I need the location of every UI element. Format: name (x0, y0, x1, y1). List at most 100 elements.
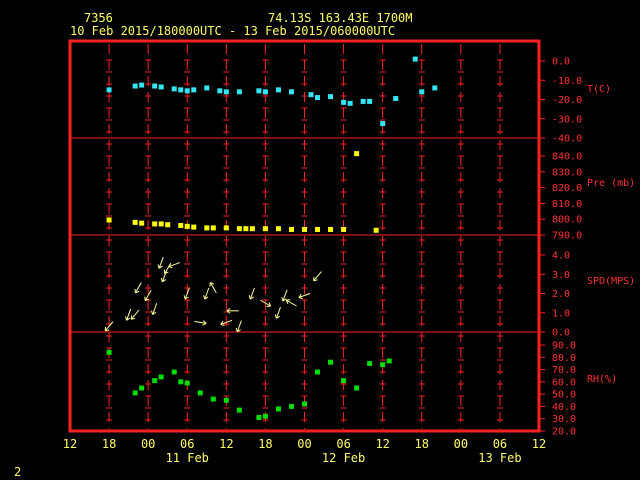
temperature-point (315, 95, 321, 101)
temperature-point (360, 98, 366, 104)
wind-arrow (259, 299, 272, 308)
plot-frame (68, 39, 541, 433)
rh-point (302, 401, 307, 407)
rh-point (184, 380, 190, 386)
x-tick-label: 00 (454, 437, 468, 451)
wind-arrow (194, 320, 207, 326)
rh-point (178, 379, 184, 385)
pressure-point (341, 226, 347, 232)
pressure-point (249, 226, 255, 232)
grid (70, 44, 539, 429)
x-tick-label: 18 (415, 437, 429, 451)
y-tick-label: 50.0 (552, 390, 576, 401)
y-tick-label: 40.0 (552, 402, 576, 413)
wind-arrow (104, 321, 114, 332)
pressure-point (210, 225, 216, 231)
y-tick-label: 0.0 (552, 328, 570, 339)
wind-arrow (203, 287, 210, 300)
y-tick-label: 3.0 (552, 270, 570, 281)
y-tick-label: -20.0 (552, 95, 582, 106)
rh-point (288, 403, 294, 409)
wind-arrow (151, 303, 158, 315)
temperature-point (393, 96, 399, 102)
station-coords: 74.13S 163.43E 1700M (268, 11, 413, 25)
pressure-point (165, 222, 171, 228)
rh-point (386, 358, 392, 364)
pressure-point (315, 226, 321, 232)
wind-arrow (157, 256, 164, 269)
pressure-point (178, 223, 184, 229)
y-tick-label: 80.0 (552, 353, 576, 364)
y-tick-label: 830.0 (552, 167, 582, 178)
rh-point (106, 349, 112, 355)
y-tick-label: 4.0 (552, 251, 570, 262)
wind-arrow (235, 320, 242, 333)
pressure-point (158, 221, 164, 227)
x-tick-label: 18 (102, 437, 116, 451)
x-tick-label: 12 (219, 437, 233, 451)
temperature-point (152, 83, 158, 89)
y-tick-label: 70.0 (552, 365, 576, 376)
pressure-point (132, 219, 138, 225)
y-tick-label: -40.0 (552, 134, 582, 145)
temperature-point (275, 87, 281, 93)
rh-point (132, 390, 138, 396)
temperature-point (328, 94, 334, 100)
pressure-point (204, 225, 210, 231)
temperature-point (178, 87, 184, 93)
y-tick-label: 1.0 (552, 308, 570, 319)
rh-point (197, 390, 203, 396)
pressure-point (223, 225, 229, 231)
rh-point (152, 378, 158, 384)
x-tick-label: 06 (336, 437, 350, 451)
temperature-point (308, 92, 314, 98)
wind-arrow (130, 309, 140, 320)
pressure-point (243, 226, 249, 232)
temperature-point (191, 87, 197, 93)
y-tick-label: 90.0 (552, 341, 576, 352)
temperature-point (132, 83, 138, 89)
day-label: 13 Feb (478, 451, 521, 465)
pressure-point (236, 226, 242, 232)
temperature-point (158, 84, 164, 90)
temperature-point (139, 82, 145, 88)
rh-point (354, 385, 360, 391)
temperature-point (236, 89, 242, 95)
pressure-point (106, 217, 112, 223)
y-tick-label: 840.0 (552, 152, 582, 163)
panel-label: T(C) (587, 84, 611, 95)
pressure-point (288, 226, 294, 232)
rh-point (210, 396, 216, 402)
y-tick-label: -10.0 (552, 76, 582, 87)
pressure-point (191, 224, 197, 230)
rh-point (256, 414, 262, 420)
rh-point (262, 413, 268, 419)
wind-arrow (281, 289, 288, 302)
pressure-point (328, 226, 334, 232)
panel-label: Pre (mb) (587, 178, 635, 189)
rh-point (341, 378, 347, 384)
rh-point (158, 374, 164, 380)
wind-arrow (209, 282, 217, 294)
x-tick-label: 00 (297, 437, 311, 451)
rh-point (275, 406, 281, 412)
x-tick-label: 06 (493, 437, 507, 451)
wind-arrow (248, 287, 255, 300)
rh-point (139, 385, 145, 391)
temperature-point (432, 85, 438, 91)
wind-arrow (183, 287, 190, 300)
y-tick-label: 60.0 (552, 377, 576, 388)
y-tick-label: 800.0 (552, 215, 582, 226)
temperature-point (262, 89, 268, 95)
rh-point (367, 360, 373, 366)
temperature-point (256, 88, 262, 94)
pressure-point (152, 221, 158, 227)
day-label: 11 Feb (166, 451, 209, 465)
pressure-point (139, 220, 145, 226)
temperature-point (341, 99, 347, 105)
temperature-point (204, 85, 210, 91)
station-id: 7356 (84, 11, 113, 25)
pressure-point (302, 226, 307, 232)
x-tick-label: 12 (63, 437, 77, 451)
y-tick-label: 0.0 (552, 57, 570, 68)
